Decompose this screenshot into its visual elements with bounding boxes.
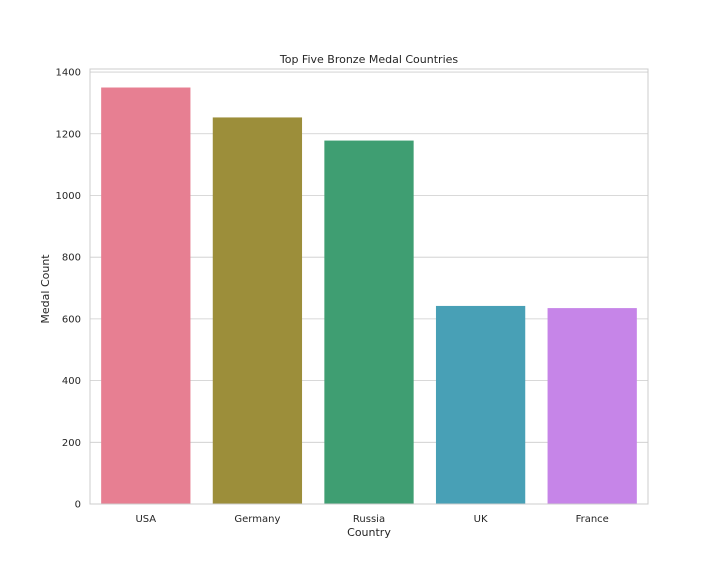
bar-usa: [101, 87, 191, 505]
x-axis-label: Country: [347, 526, 391, 539]
y-tick-label: 800: [62, 253, 81, 264]
bar-france: [547, 308, 637, 504]
bars-group: [101, 87, 637, 505]
y-tick-label: 400: [62, 376, 81, 387]
y-tick-label: 200: [62, 438, 81, 449]
bar-uk: [435, 305, 526, 504]
x-axis-ticks: USA Germany Russia UK France: [135, 514, 608, 525]
chart-title: Top Five Bronze Medal Countries: [279, 53, 459, 66]
x-tick-label: USA: [135, 514, 156, 525]
y-tick-label: 1000: [56, 191, 81, 202]
y-tick-label: 1200: [56, 129, 81, 140]
y-tick-label: 600: [62, 314, 81, 325]
x-tick-label: UK: [474, 514, 488, 525]
x-tick-label: Germany: [234, 514, 280, 525]
y-tick-label: 0: [75, 500, 81, 511]
plot-frame: [89, 68, 649, 505]
x-tick-label: Russia: [353, 514, 385, 525]
bar-germany: [212, 117, 303, 505]
x-tick-label: France: [576, 514, 609, 525]
bar-russia: [324, 140, 414, 504]
y-tick-label: 1400: [56, 68, 81, 79]
y-axis-ticks: 0 200 400 600 800 1000 1200 1400: [56, 68, 81, 511]
y-axis-label: Medal Count: [39, 254, 52, 324]
